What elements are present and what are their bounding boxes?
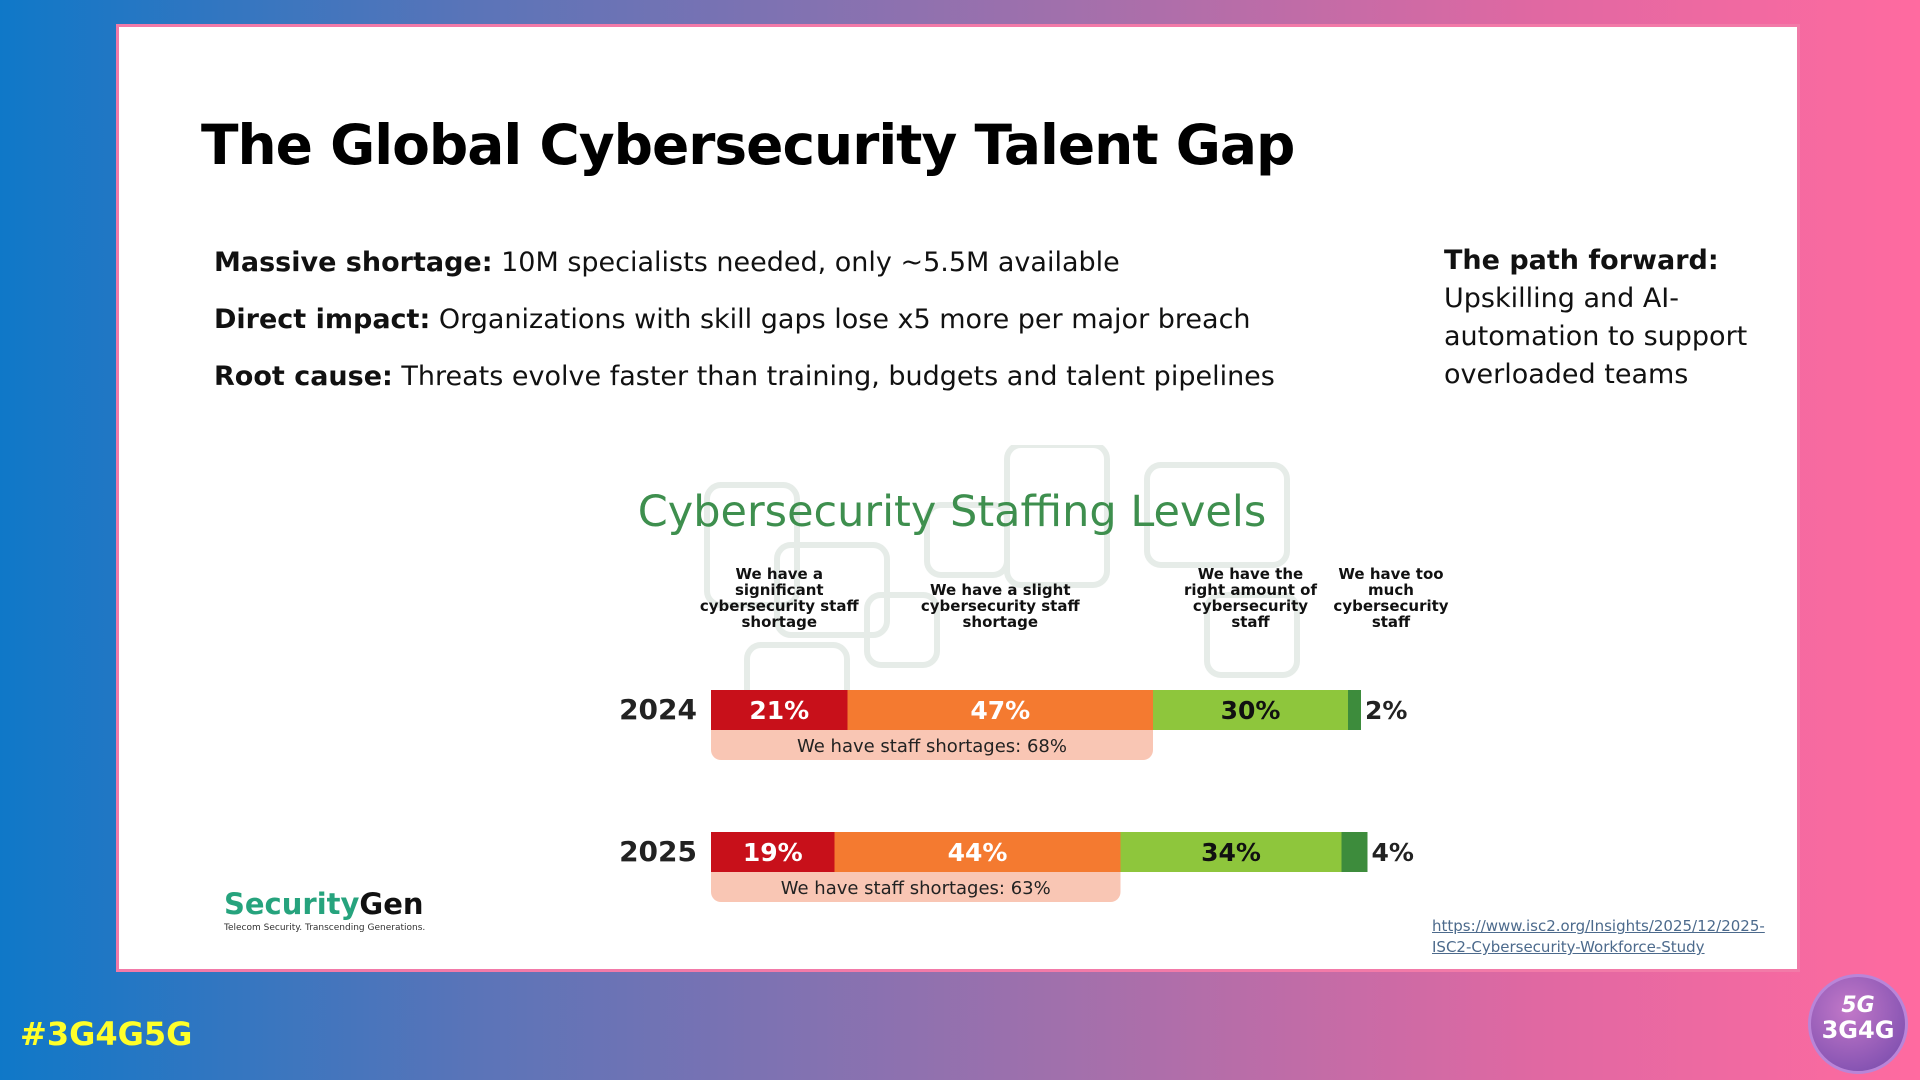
column-label: We have the <box>1198 565 1303 583</box>
badge-top-text: 5G <box>1841 993 1875 1018</box>
path-forward-note: The path forward: Upskilling and AI-auto… <box>1444 242 1774 394</box>
source-link[interactable]: https://www.isc2.org/Insights/2025/12/20… <box>1432 917 1765 956</box>
bullet-bold: Massive shortage: <box>214 247 493 278</box>
bar-value-label: 4% <box>1372 838 1414 867</box>
column-label: significant <box>735 581 824 599</box>
column-label: cybersecurity <box>1333 597 1448 615</box>
bar-value-label: 44% <box>948 838 1008 867</box>
column-label: staff <box>1372 613 1411 631</box>
bar-value-label: 47% <box>970 696 1030 725</box>
column-label: We have a slight <box>930 581 1071 599</box>
logo-name: SecurityGen <box>224 887 425 921</box>
bullet-text: Organizations with skill gaps lose x5 mo… <box>430 304 1251 335</box>
logo-name-b: Gen <box>359 887 424 921</box>
column-label: We have too <box>1338 565 1443 583</box>
bar-segment <box>711 832 835 872</box>
logo-tagline: Telecom Security. Transcending Generatio… <box>224 923 426 933</box>
bullet-text: 10M specialists needed, only ~5.5M avail… <box>492 247 1120 278</box>
bar-value-label: 21% <box>749 696 809 725</box>
column-label: cybersecurity staff <box>921 597 1081 615</box>
bar-segment <box>847 690 1153 730</box>
background-decoration <box>1004 445 1110 588</box>
slide: The Global Cybersecurity Talent Gap Mass… <box>116 24 1800 972</box>
chart-title: Cybersecurity Staffing Levels <box>638 487 1266 537</box>
3g4g-logo-badge: 5G 3G4G <box>1808 974 1908 1074</box>
bar-value-label: 34% <box>1201 838 1261 867</box>
column-label: cybersecurity <box>1193 597 1308 615</box>
badge-bottom-text: 3G4G <box>1821 1016 1895 1044</box>
bar-value-label: 30% <box>1221 696 1281 725</box>
bar-segment <box>1153 690 1348 730</box>
hashtag: #3G4G5G <box>20 1015 193 1053</box>
column-label: staff <box>1231 613 1270 631</box>
column-label: shortage <box>741 613 817 631</box>
bar-segment <box>711 690 848 730</box>
column-label: shortage <box>962 613 1038 631</box>
bar-segment <box>1341 832 1368 872</box>
path-forward-heading: The path forward: <box>1444 245 1719 276</box>
path-forward-text: Upskilling and AI-automation to support … <box>1444 283 1748 390</box>
bullet-item: Direct impact: Organizations with skill … <box>214 304 1275 361</box>
securitygen-logo: SecurityGen Telecom Security. Transcendi… <box>224 887 425 933</box>
column-label: much <box>1368 581 1414 599</box>
bullet-bold: Direct impact: <box>214 304 431 335</box>
bullet-list: Massive shortage: 10M specialists needed… <box>214 247 1275 418</box>
year-label: 2025 <box>619 835 697 868</box>
logo-name-a: Security <box>224 887 360 921</box>
bar-segment <box>1120 832 1342 872</box>
staffing-chart: Cybersecurity Staffing Levels We have a si… <box>447 445 1457 957</box>
slide-title: The Global Cybersecurity Talent Gap <box>201 113 1295 177</box>
bullet-item: Massive shortage: 10M specialists needed… <box>214 247 1275 304</box>
bar-segment <box>1348 690 1361 730</box>
shortage-total-label: We have staff shortages: 63% <box>781 878 1051 899</box>
background-decoration <box>774 542 890 638</box>
bullet-bold: Root cause: <box>214 361 393 392</box>
year-label: 2024 <box>619 693 697 726</box>
background-decoration <box>864 592 940 668</box>
chart-svg: Cybersecurity Staffing Levels We have asi… <box>619 445 1449 902</box>
background-decoration <box>1144 462 1290 568</box>
background-decoration <box>1204 592 1300 678</box>
bullet-text: Threats evolve faster than training, bud… <box>392 361 1275 392</box>
column-label: We have a <box>735 565 823 583</box>
column-label: cybersecurity staff <box>700 597 860 615</box>
bullet-item: Root cause: Threats evolve faster than t… <box>214 361 1275 418</box>
shortage-total-label: We have staff shortages: 68% <box>797 736 1067 757</box>
column-label: right amount of <box>1184 581 1317 599</box>
bar-value-label: 19% <box>743 838 803 867</box>
bar-value-label: 2% <box>1365 696 1407 725</box>
bar-segment <box>834 832 1121 872</box>
